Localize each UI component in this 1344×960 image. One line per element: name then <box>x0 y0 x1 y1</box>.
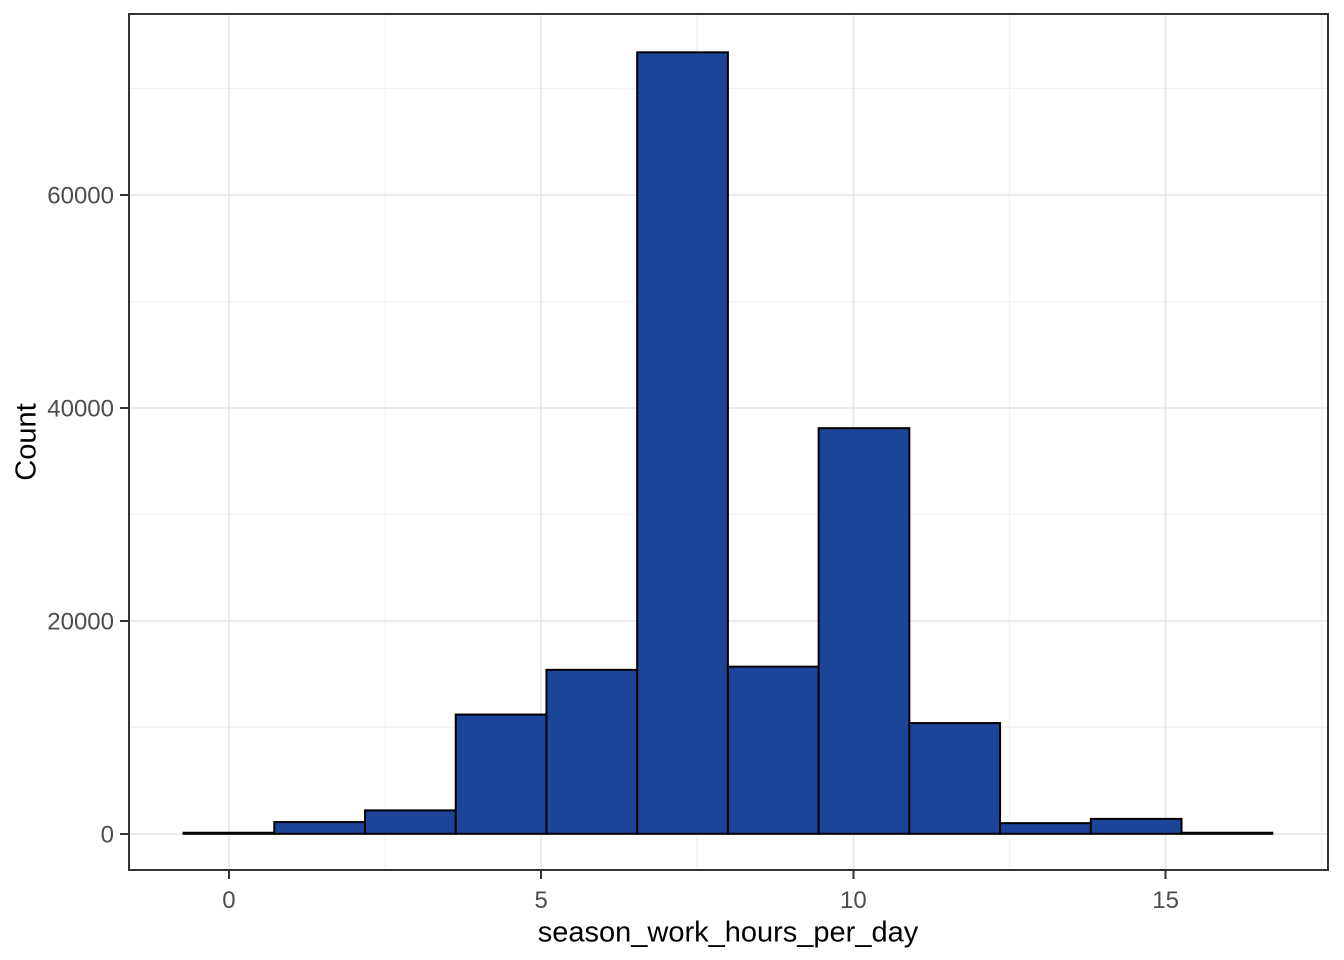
panel-border <box>128 13 1329 871</box>
histogram-bar <box>182 831 276 835</box>
histogram-bar <box>636 51 729 835</box>
y-axis-tick-label: 40000 <box>47 395 114 422</box>
histogram-bar <box>1180 831 1274 835</box>
x-axis-tick-label: 15 <box>1152 887 1179 914</box>
histogram-bar <box>817 427 911 835</box>
x-axis-tick-label: 10 <box>840 887 867 914</box>
y-axis-title: Count <box>10 403 43 481</box>
histogram-bar <box>908 722 1002 835</box>
x-axis-tick-label: 5 <box>534 887 547 914</box>
x-axis-tick-label: 0 <box>222 887 235 914</box>
y-axis-tick-label: 0 <box>101 821 114 848</box>
histogram-bar <box>999 822 1092 835</box>
y-axis-tick-label: 60000 <box>47 182 114 209</box>
x-axis-title: season_work_hours_per_day <box>537 916 919 949</box>
y-axis-tick-label: 20000 <box>47 608 114 635</box>
histogram-bar <box>454 713 548 835</box>
histogram-bar <box>364 809 457 835</box>
histogram-bar <box>273 821 367 835</box>
histogram-bar <box>726 665 820 835</box>
histogram-bar <box>1089 817 1183 835</box>
histogram-bar <box>545 668 639 835</box>
